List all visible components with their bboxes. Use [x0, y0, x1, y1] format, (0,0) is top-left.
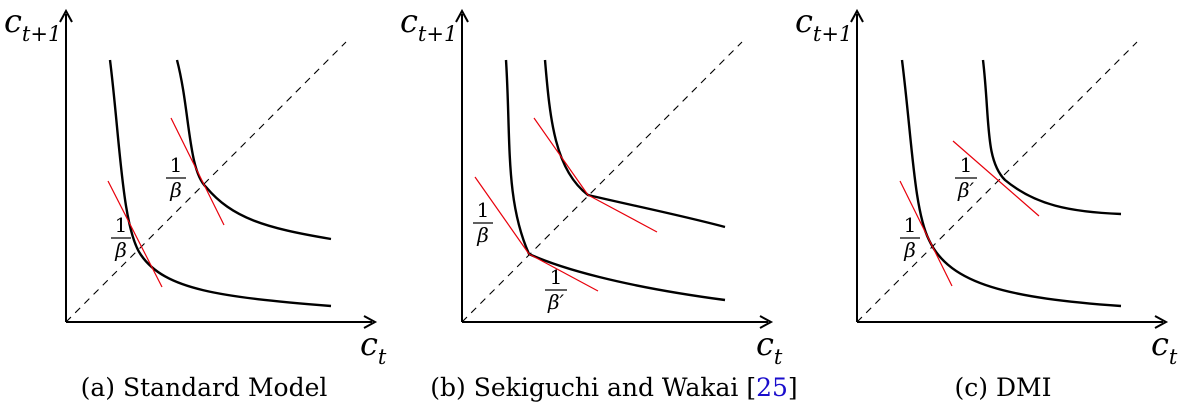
tangent-line-upper [952, 140, 1040, 217]
x-axis-arrow [759, 315, 774, 329]
slope-label-flat: 1 β′ [545, 265, 567, 314]
svg-text:β: β [476, 223, 489, 247]
x-axis-label: ct [360, 325, 387, 369]
slope-label-lower: 1 β [111, 213, 131, 262]
indifference-curve-lower [504, 59, 726, 302]
tangent-line-lower [107, 180, 163, 288]
panel-a: ct+1 ct 1 β 1 β (a) Standard Model [4, 2, 387, 402]
diagonal-45-line [65, 41, 347, 323]
slope-label-lower: 1 β [900, 213, 920, 262]
x-axis-arrow [363, 315, 378, 329]
y-axis-label: ct+1 [795, 2, 852, 46]
y-axis-label: ct+1 [400, 2, 457, 46]
svg-text:1: 1 [115, 213, 128, 237]
x-axis-label: ct [756, 325, 783, 369]
caption-a: (a) Standard Model [81, 373, 328, 402]
panel-b: ct+1 ct 1 β 1 β′ (b) Sekiguchi and Wakai… [400, 2, 798, 402]
indifference-curve-lower [108, 59, 332, 308]
x-axis-label: ct [1151, 325, 1178, 369]
tangent-line-steep-upper [533, 117, 589, 196]
tangent-line-lower [899, 180, 953, 287]
svg-text:1: 1 [550, 265, 563, 289]
svg-text:β′: β′ [547, 290, 565, 314]
svg-text:β′: β′ [957, 178, 975, 202]
indifference-curve-upper [981, 59, 1122, 216]
y-axis-arrow [59, 8, 73, 23]
citation-link[interactable]: 25 [756, 373, 788, 402]
tangent-line-flat-upper [587, 194, 658, 233]
diagonal-45-line [461, 41, 743, 323]
svg-text:1: 1 [477, 198, 490, 222]
tangent-line-steep-lower [474, 176, 530, 255]
svg-text:β: β [903, 238, 916, 262]
slope-label-upper: 1 β [166, 153, 186, 202]
svg-text:1: 1 [960, 153, 973, 177]
caption-c: (c) DMI [955, 373, 1052, 402]
y-axis-arrow [850, 8, 864, 23]
y-axis-arrow [455, 8, 469, 23]
x-axis-arrow [1154, 315, 1169, 329]
slope-label-steep: 1 β [473, 198, 493, 247]
tangent-line-upper [170, 117, 225, 226]
svg-text:1: 1 [170, 153, 183, 177]
indifference-curve-lower [900, 59, 1122, 308]
caption-b: (b) Sekiguchi and Wakai [25] [430, 373, 797, 402]
diagonal-45-line [856, 41, 1138, 323]
svg-text:β: β [169, 178, 182, 202]
tangent-line-flat-lower [528, 253, 599, 292]
panel-c: ct+1 ct 1 β′ 1 β (c) DMI [795, 2, 1178, 402]
slope-label-upper: 1 β′ [955, 153, 977, 202]
indifference-curve-upper [175, 59, 332, 241]
svg-text:β: β [114, 238, 127, 262]
svg-text:1: 1 [904, 213, 917, 237]
indifference-curve-upper [543, 59, 726, 229]
y-axis-label: ct+1 [4, 2, 61, 46]
